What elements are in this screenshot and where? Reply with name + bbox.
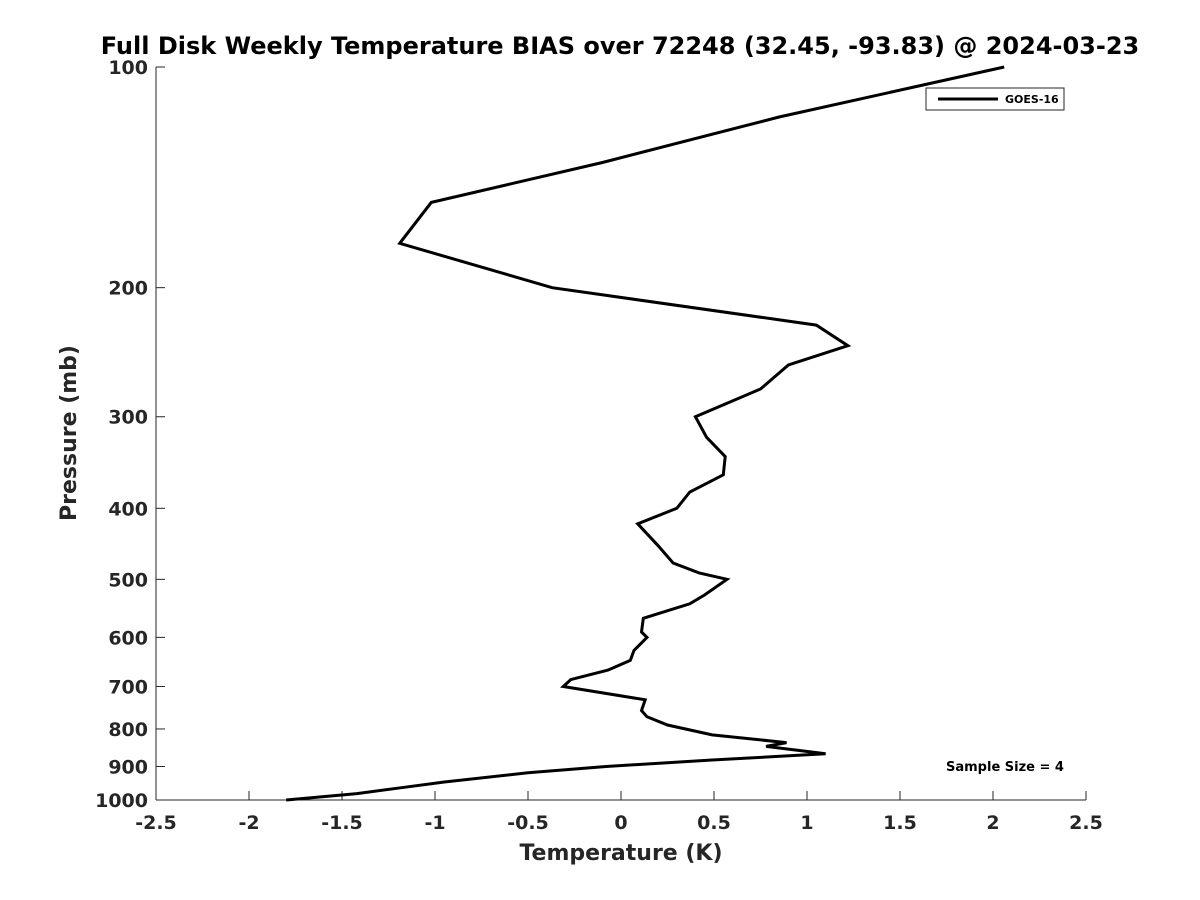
y-tick-label: 900 xyxy=(108,756,148,778)
x-tick-label: -1 xyxy=(424,812,445,834)
y-axis-ticks: 100 200 300 400 500 600 700 800 900 1000 xyxy=(95,57,165,812)
x-tick-label: 1.5 xyxy=(883,812,917,834)
x-tick-label: 0 xyxy=(614,812,627,834)
plot-area: -2.5 -2 -1.5 -1 -0.5 0 0.5 1 1.5 2 2.5 100 200 300 40… xyxy=(95,57,1103,834)
x-tick-label: -2.5 xyxy=(135,812,177,834)
x-axis-ticks: -2.5 -2 -1.5 -1 -0.5 0 0.5 1 1.5 2 2.5 xyxy=(135,791,1103,834)
x-tick-label: 2 xyxy=(986,812,999,834)
x-tick-label: 2.5 xyxy=(1069,812,1103,834)
legend: GOES-16 xyxy=(925,87,1065,111)
y-tick-label: 600 xyxy=(108,627,148,649)
x-tick-label: -2 xyxy=(238,812,259,834)
legend-label-goes-16: GOES-16 xyxy=(1005,93,1059,106)
y-axis-label: Pressure (mb) xyxy=(57,345,82,521)
y-tick-label: 500 xyxy=(108,569,148,591)
series-line-goes-16 xyxy=(286,65,1005,802)
chart-title: Full Disk Weekly Temperature BIAS over 7… xyxy=(101,32,1140,60)
x-tick-label: 1 xyxy=(800,812,813,834)
y-tick-label: 200 xyxy=(108,278,148,300)
x-tick-label: -0.5 xyxy=(507,812,549,834)
y-tick-label: 300 xyxy=(108,407,148,429)
x-tick-label: -1.5 xyxy=(321,812,363,834)
series-layer xyxy=(286,65,1005,802)
y-tick-label: 400 xyxy=(108,498,148,520)
y-tick-label: 700 xyxy=(108,676,148,698)
x-tick-label: 0.5 xyxy=(697,812,731,834)
y-tick-label: 800 xyxy=(108,719,148,741)
y-tick-label: 1000 xyxy=(95,790,148,812)
sample-size-annotation: Sample Size = 4 xyxy=(946,760,1064,775)
x-axis-label: Temperature (K) xyxy=(519,841,722,866)
y-tick-label: 100 xyxy=(108,57,148,79)
